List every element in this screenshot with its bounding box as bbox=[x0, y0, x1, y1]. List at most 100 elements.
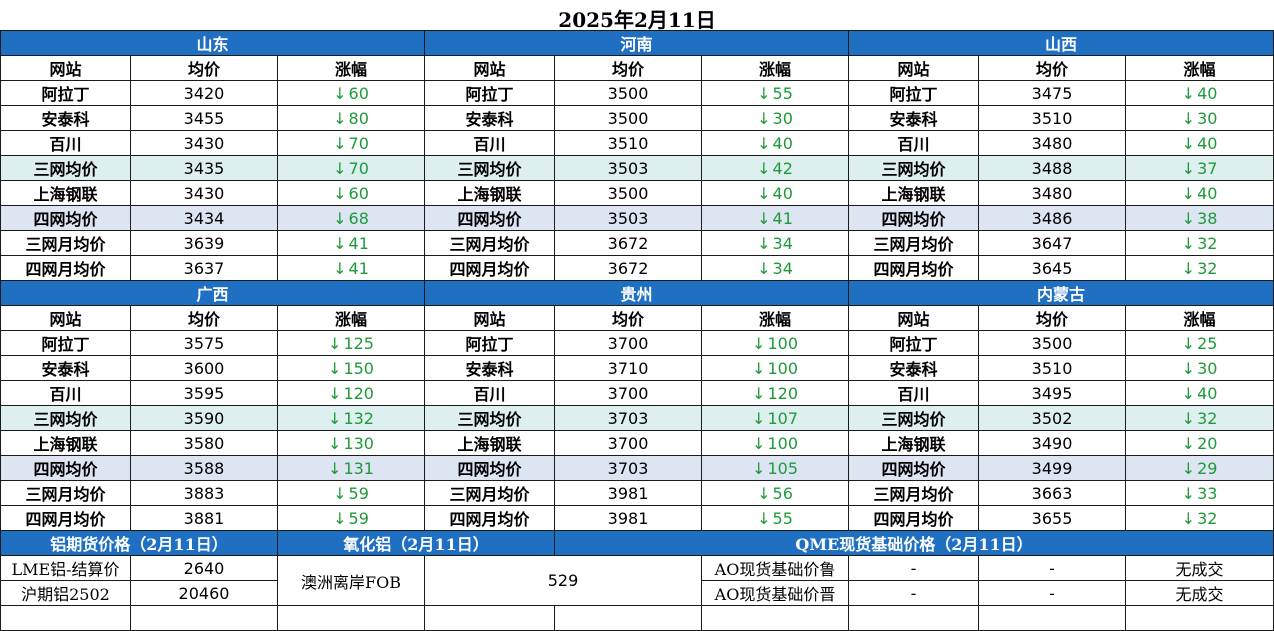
row-label: 安泰科 bbox=[0, 105, 131, 131]
change-cell: ↓ 37 bbox=[1125, 155, 1274, 181]
down-arrow-icon: ↓ bbox=[752, 358, 766, 378]
change-cell: ↓ 40 bbox=[1125, 380, 1274, 406]
column-header: 网站 bbox=[424, 55, 556, 81]
table-row: 三网月均价 3883 ↓ 59 三网月均价 3981 ↓ 56 三网月均价 3663 ↓ 33 bbox=[0, 480, 1274, 506]
change-value: 41 bbox=[772, 208, 793, 228]
down-arrow-icon: ↓ bbox=[1181, 333, 1196, 353]
row-label: 阿拉丁 bbox=[848, 80, 980, 106]
avg-price: 3499 bbox=[978, 455, 1127, 481]
avg-price: 3647 bbox=[978, 230, 1127, 256]
alumina-value: 529 bbox=[424, 555, 703, 606]
futures-label: 沪期铝2502 bbox=[0, 580, 131, 606]
down-arrow-icon: ↓ bbox=[1181, 483, 1196, 503]
futures-label: LME铝-结算价 bbox=[0, 555, 131, 581]
down-arrow-icon: ↓ bbox=[328, 358, 342, 378]
change-value: 29 bbox=[1197, 458, 1218, 478]
avg-price: 3490 bbox=[978, 430, 1127, 456]
row-label: 四网月均价 bbox=[0, 255, 131, 281]
down-arrow-icon: ↓ bbox=[328, 433, 342, 453]
avg-price: 3480 bbox=[978, 180, 1127, 206]
region-title: 广西 bbox=[0, 280, 426, 306]
table-row: 百川 3430 ↓ 70 百川 3510 ↓ 40 百川 3480 ↓ 40 bbox=[0, 130, 1274, 156]
change-cell: ↓ 68 bbox=[276, 205, 426, 231]
avg-price: 3500 bbox=[554, 80, 703, 106]
change-value: 41 bbox=[348, 258, 369, 278]
row-label: 阿拉丁 bbox=[848, 330, 980, 356]
column-header: 均价 bbox=[130, 305, 278, 331]
down-arrow-icon: ↓ bbox=[757, 83, 771, 103]
change-value: 40 bbox=[1197, 183, 1218, 203]
qme-label: AO现货基础价鲁 bbox=[701, 555, 850, 581]
down-arrow-icon: ↓ bbox=[333, 108, 347, 128]
change-value: 80 bbox=[348, 108, 369, 128]
change-cell: ↓ 30 bbox=[701, 105, 850, 131]
qme-value: - bbox=[848, 555, 980, 581]
row-label: 安泰科 bbox=[848, 355, 980, 381]
avg-price: 3480 bbox=[978, 130, 1127, 156]
row-label: 安泰科 bbox=[424, 105, 556, 131]
down-arrow-icon: ↓ bbox=[328, 383, 342, 403]
change-value: 32 bbox=[1197, 408, 1218, 428]
column-header: 涨幅 bbox=[276, 55, 426, 81]
row-label: 阿拉丁 bbox=[0, 330, 131, 356]
column-header: 网站 bbox=[424, 305, 556, 331]
change-value: 32 bbox=[1197, 233, 1218, 253]
table-row: 百川 3595 ↓ 120 百川 3700 ↓ 120 百川 3495 ↓ 40 bbox=[0, 380, 1274, 406]
down-arrow-icon: ↓ bbox=[757, 208, 771, 228]
down-arrow-icon: ↓ bbox=[1181, 133, 1196, 153]
row-label: 上海钢联 bbox=[424, 180, 556, 206]
empty-cell bbox=[276, 605, 426, 631]
row-label: 三网月均价 bbox=[848, 480, 980, 506]
change-value: 70 bbox=[348, 158, 369, 178]
column-header: 涨幅 bbox=[1125, 305, 1274, 331]
empty-cell bbox=[424, 605, 556, 631]
change-cell: ↓ 32 bbox=[1125, 230, 1274, 256]
avg-price: 3700 bbox=[554, 380, 703, 406]
alumina-title: 氧化铝（2月11日） bbox=[276, 530, 556, 556]
down-arrow-icon: ↓ bbox=[328, 408, 342, 428]
change-value: 40 bbox=[1197, 383, 1218, 403]
table-row: 四网月均价 3881 ↓ 59 四网月均价 3981 ↓ 55 四网月均价 3655 ↓ 32 bbox=[0, 505, 1274, 531]
row-label: 四网均价 bbox=[0, 455, 131, 481]
down-arrow-icon: ↓ bbox=[752, 408, 766, 428]
change-value: 38 bbox=[1197, 208, 1218, 228]
row-label: 上海钢联 bbox=[848, 430, 980, 456]
column-header: 涨幅 bbox=[276, 305, 426, 331]
bottom-header-row: 铝期货价格（2月11日） 氧化铝（2月11日） QME现货基础价格（2月11日） bbox=[0, 530, 1274, 556]
down-arrow-icon: ↓ bbox=[333, 183, 347, 203]
down-arrow-icon: ↓ bbox=[757, 233, 771, 253]
change-value: 34 bbox=[772, 258, 793, 278]
change-value: 70 bbox=[348, 133, 369, 153]
qme-value: - bbox=[978, 555, 1127, 581]
row-label: 四网均价 bbox=[848, 455, 980, 481]
change-value: 40 bbox=[1197, 83, 1218, 103]
row-label: 四网均价 bbox=[0, 205, 131, 231]
avg-price: 3639 bbox=[130, 230, 278, 256]
change-value: 100 bbox=[767, 358, 798, 378]
avg-price: 3883 bbox=[130, 480, 278, 506]
row-label: 三网月均价 bbox=[424, 480, 556, 506]
avg-price: 3588 bbox=[130, 455, 278, 481]
change-cell: ↓ 40 bbox=[1125, 130, 1274, 156]
avg-price: 3455 bbox=[130, 105, 278, 131]
avg-price: 3703 bbox=[554, 455, 703, 481]
change-cell: ↓ 55 bbox=[701, 505, 850, 531]
change-cell: ↓ 59 bbox=[276, 505, 426, 531]
row-label: 四网月均价 bbox=[0, 505, 131, 531]
change-cell: ↓ 70 bbox=[276, 155, 426, 181]
avg-price: 3500 bbox=[978, 330, 1127, 356]
empty-cell bbox=[848, 605, 980, 631]
change-value: 125 bbox=[343, 333, 374, 353]
change-cell: ↓ 56 bbox=[701, 480, 850, 506]
row-label: 阿拉丁 bbox=[424, 330, 556, 356]
down-arrow-icon: ↓ bbox=[333, 483, 347, 503]
change-value: 100 bbox=[767, 433, 798, 453]
region-title: 山西 bbox=[848, 30, 1274, 56]
region-title: 内蒙古 bbox=[848, 280, 1274, 306]
avg-price: 3430 bbox=[130, 180, 278, 206]
row-label: 百川 bbox=[0, 130, 131, 156]
change-value: 68 bbox=[348, 208, 369, 228]
change-cell: ↓ 60 bbox=[276, 180, 426, 206]
row-label: 百川 bbox=[848, 130, 980, 156]
avg-price: 3700 bbox=[554, 430, 703, 456]
